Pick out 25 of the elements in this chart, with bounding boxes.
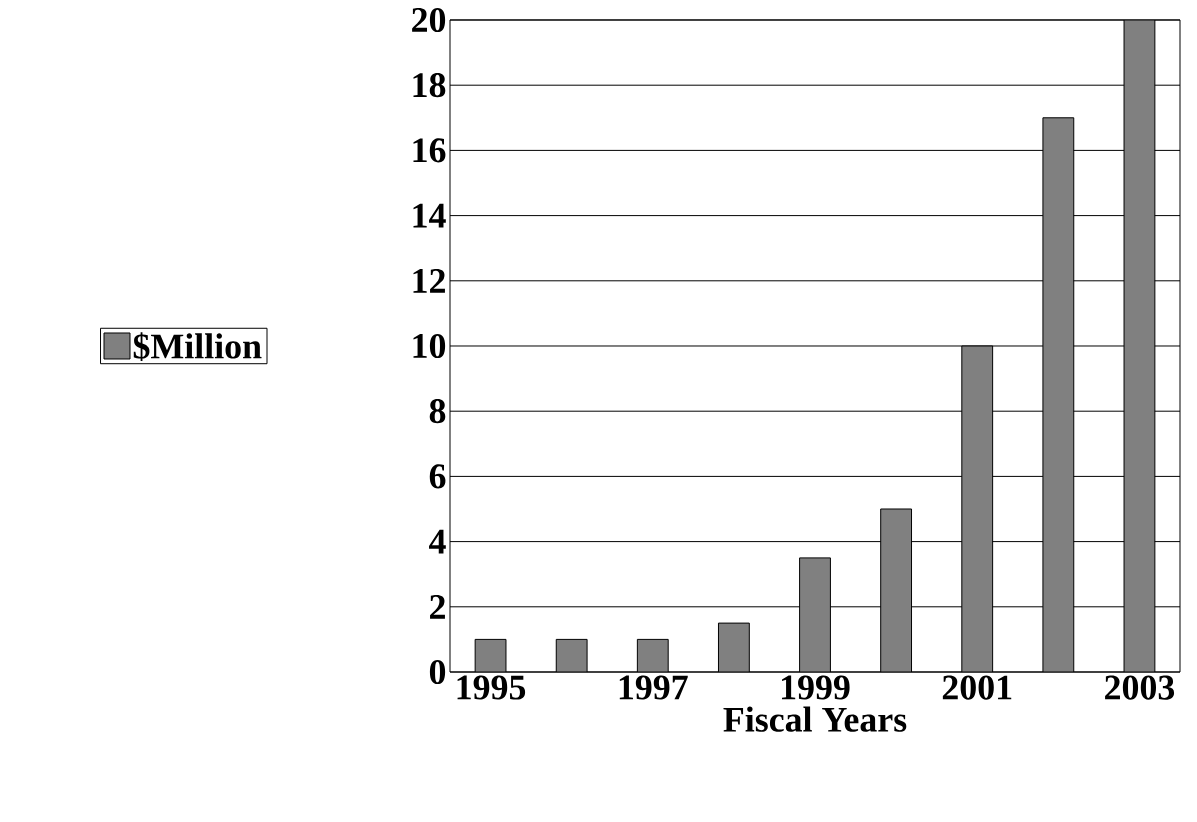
- bar: [1042, 117, 1075, 672]
- bar: [1123, 19, 1156, 672]
- y-tick-label: 20: [412, 7, 446, 33]
- y-tick-label: 10: [413, 333, 446, 359]
- y-tick-label: 12: [413, 268, 445, 293]
- x-tick-label: 1999: [782, 675, 850, 700]
- y-tick-label: 8: [429, 399, 446, 424]
- x-tick-label: 2001: [942, 675, 1012, 700]
- bar: [636, 638, 669, 672]
- y-tick-label: 0: [429, 659, 446, 685]
- y-tick-label: 14: [413, 203, 446, 228]
- bar: [961, 345, 994, 672]
- y-tick-label: 18: [413, 73, 446, 98]
- bar: [799, 557, 831, 672]
- legend-label: $Million: [133, 332, 262, 361]
- x-tick-label: 1997: [619, 675, 688, 700]
- y-tick-label: 2: [430, 594, 445, 619]
- x-axis-title: Fiscal Years: [723, 706, 907, 732]
- x-tick-label: 1995: [457, 675, 526, 700]
- bar: [880, 508, 913, 672]
- y-tick-label: 6: [429, 464, 446, 489]
- y-tick-label: 4: [429, 529, 446, 554]
- x-tick-label: 2003: [1105, 675, 1175, 700]
- y-tick-label: 16: [413, 138, 446, 163]
- bar: [717, 622, 750, 672]
